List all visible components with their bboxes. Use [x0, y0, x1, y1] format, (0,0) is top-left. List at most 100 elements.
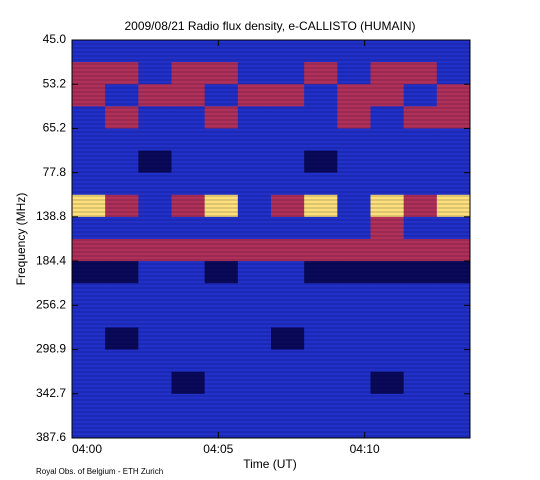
- heat-cell: [271, 172, 305, 196]
- heat-cell: [237, 371, 272, 395]
- heat-cell: [436, 239, 471, 262]
- heat-cell: [370, 172, 405, 196]
- heat-cell: [271, 239, 305, 262]
- heat-cell: [138, 349, 172, 373]
- heat-cell: [237, 349, 272, 373]
- heat-cell: [171, 150, 206, 174]
- heat-cell: [337, 371, 371, 395]
- heat-cell: [436, 62, 471, 85]
- heat-cell: [138, 150, 172, 174]
- heat-cell: [271, 371, 305, 395]
- heat-cell: [138, 128, 172, 152]
- heat-cell: [436, 150, 471, 174]
- heat-cell: [370, 393, 405, 417]
- heat-cell: [271, 216, 305, 240]
- heat-cell: [105, 84, 139, 107]
- heat-cell: [304, 349, 338, 373]
- heat-cell: [105, 239, 139, 262]
- heat-cell: [171, 216, 206, 240]
- heat-cell: [237, 106, 272, 129]
- heat-cell: [403, 327, 438, 351]
- heat-cell: [271, 106, 305, 129]
- heat-cell: [304, 415, 338, 439]
- heat-cell: [271, 305, 305, 328]
- heat-cell: [105, 393, 139, 417]
- heat-cell: [138, 283, 172, 306]
- heat-cell: [337, 283, 371, 306]
- heat-cell: [337, 327, 371, 351]
- heat-cell: [72, 216, 106, 240]
- heat-cell: [337, 239, 371, 262]
- heat-cell: [138, 305, 172, 328]
- heat-cell: [436, 106, 471, 129]
- heat-cell: [436, 327, 471, 351]
- heat-cell: [304, 283, 338, 306]
- heat-cell: [271, 283, 305, 306]
- heat-cell: [72, 128, 106, 152]
- heat-cell: [403, 194, 438, 218]
- heat-cell: [138, 84, 172, 107]
- heat-cell: [171, 106, 206, 129]
- heat-cell: [105, 327, 139, 351]
- heat-cell: [337, 150, 371, 174]
- heat-cell: [72, 84, 106, 107]
- heat-cell: [237, 150, 272, 174]
- y-tick-label: 45.0: [43, 32, 67, 46]
- heat-cell: [72, 150, 106, 174]
- heat-cell: [171, 40, 206, 63]
- heat-cell: [436, 371, 471, 395]
- heat-cell: [370, 84, 405, 107]
- heat-cell: [105, 40, 139, 63]
- heat-cell: [403, 150, 438, 174]
- heat-cell: [403, 371, 438, 395]
- heat-cell: [337, 84, 371, 107]
- footer: Royal Obs. of Belgium - ETH Zurich: [36, 467, 163, 476]
- heat-cell: [337, 305, 371, 328]
- heat-cell: [436, 283, 471, 306]
- heat-cell: [436, 216, 471, 240]
- heat-cell: [72, 62, 106, 85]
- heat-cell: [304, 371, 338, 395]
- heat-cell: [237, 305, 272, 328]
- heat-cell: [204, 349, 239, 373]
- y-tick-label: 138.8: [36, 209, 66, 223]
- y-tick-label: 256.2: [36, 298, 66, 312]
- heat-cell: [138, 261, 172, 284]
- heat-cell: [171, 172, 206, 196]
- heat-cell: [337, 349, 371, 373]
- chart-title: 2009/08/21 Radio flux density, e-CALLIST…: [124, 19, 415, 33]
- heat-cell: [72, 305, 106, 328]
- heat-cell: [403, 393, 438, 417]
- heat-cell: [72, 349, 106, 373]
- heat-cell: [337, 194, 371, 218]
- heat-cell: [237, 84, 272, 107]
- heat-cell: [138, 216, 172, 240]
- heat-cell: [72, 327, 106, 351]
- heat-cell: [237, 283, 272, 306]
- heat-cell: [171, 84, 206, 107]
- y-tick-label: 342.7: [36, 386, 66, 400]
- heat-cell: [204, 393, 239, 417]
- x-axis-label: Time (UT): [243, 457, 297, 471]
- y-axis-label: Frequency (MHz): [14, 193, 28, 286]
- heat-cell: [105, 172, 139, 196]
- heat-cell: [204, 106, 239, 129]
- heat-cell: [105, 305, 139, 328]
- heat-cell: [237, 194, 272, 218]
- heat-cell: [304, 62, 338, 85]
- heat-cell: [171, 393, 206, 417]
- heat-cell: [337, 172, 371, 196]
- heat-cell: [436, 261, 471, 284]
- heat-cell: [204, 62, 239, 85]
- heat-cell: [370, 415, 405, 439]
- heat-cell: [105, 261, 139, 284]
- y-tick-label: 65.2: [43, 121, 67, 135]
- heat-cell: [370, 283, 405, 306]
- heat-cell: [304, 84, 338, 107]
- heat-cell: [370, 128, 405, 152]
- heat-cell: [72, 393, 106, 417]
- heat-cell: [403, 305, 438, 328]
- heat-cell: [171, 371, 206, 395]
- heat-cell: [271, 62, 305, 85]
